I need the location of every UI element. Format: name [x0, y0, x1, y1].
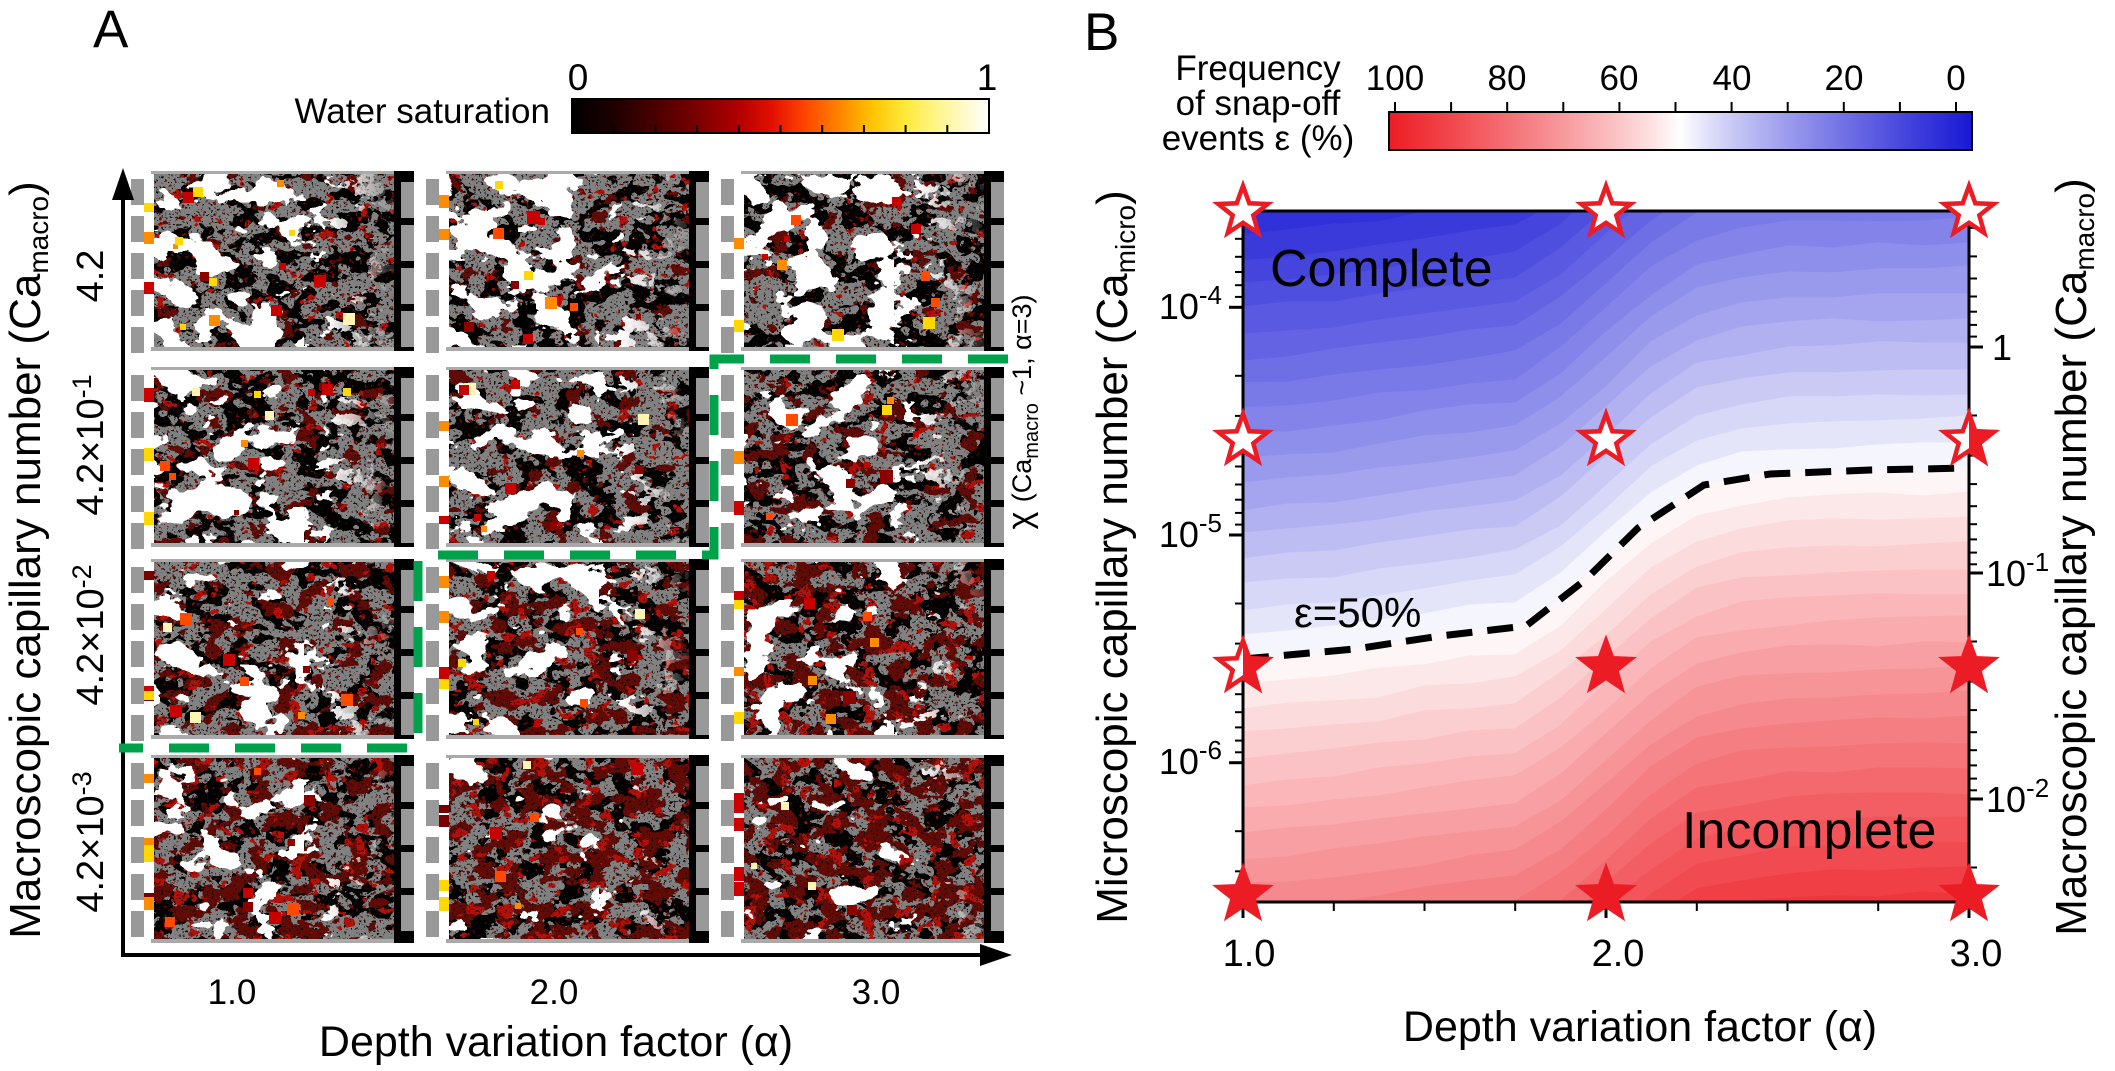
svg-text:1: 1	[977, 57, 998, 98]
svg-text:1.0: 1.0	[208, 973, 257, 1012]
svg-text:Macroscopic capillary number (: Macroscopic capillary number (Camacro)	[2047, 178, 2100, 936]
svg-text:100: 100	[1366, 59, 1424, 98]
svg-text:Depth variation factor (α): Depth variation factor (α)	[1403, 1003, 1877, 1051]
svg-text:80: 80	[1488, 59, 1527, 98]
svg-text:ε=50%: ε=50%	[1294, 589, 1421, 636]
svg-text:2.0: 2.0	[1592, 933, 1645, 975]
svg-text:Frequency: Frequency	[1175, 49, 1341, 88]
svg-text:Microscopic capillary number (: Microscopic capillary number (Camicro)	[1088, 190, 1141, 924]
svg-text:of snap-off: of snap-off	[1176, 84, 1341, 123]
svg-text:events ε (%): events ε (%)	[1162, 119, 1355, 158]
svg-text:1: 1	[1992, 327, 2012, 368]
svg-text:3.0: 3.0	[852, 973, 901, 1012]
svg-text:Incomplete: Incomplete	[1682, 802, 1936, 860]
svg-text:60: 60	[1600, 59, 1639, 98]
svg-text:0: 0	[568, 57, 589, 98]
svg-text:2.0: 2.0	[530, 973, 579, 1012]
svg-text:Water saturation: Water saturation	[295, 92, 550, 131]
svg-text:0: 0	[1946, 59, 1965, 98]
svg-text:B: B	[1084, 3, 1119, 62]
svg-text:10-1: 10-1	[1986, 547, 2049, 594]
svg-text:χ (Camacro ~1, α=3): χ (Camacro ~1, α=3)	[1001, 294, 1043, 529]
svg-text:Macroscopic capillary number (: Macroscopic capillary number (Camacro)	[1, 181, 54, 939]
svg-text:Complete: Complete	[1270, 240, 1493, 298]
svg-text:4.2×10-3: 4.2×10-3	[67, 771, 112, 912]
svg-text:Depth variation factor (α): Depth variation factor (α)	[319, 1018, 793, 1066]
svg-text:4.2: 4.2	[70, 250, 112, 303]
svg-text:1.0: 1.0	[1223, 933, 1276, 975]
svg-text:20: 20	[1825, 59, 1864, 98]
svg-text:40: 40	[1713, 59, 1752, 98]
svg-text:10-6: 10-6	[1159, 735, 1222, 782]
svg-text:A: A	[93, 0, 129, 59]
svg-text:3.0: 3.0	[1950, 933, 2003, 975]
